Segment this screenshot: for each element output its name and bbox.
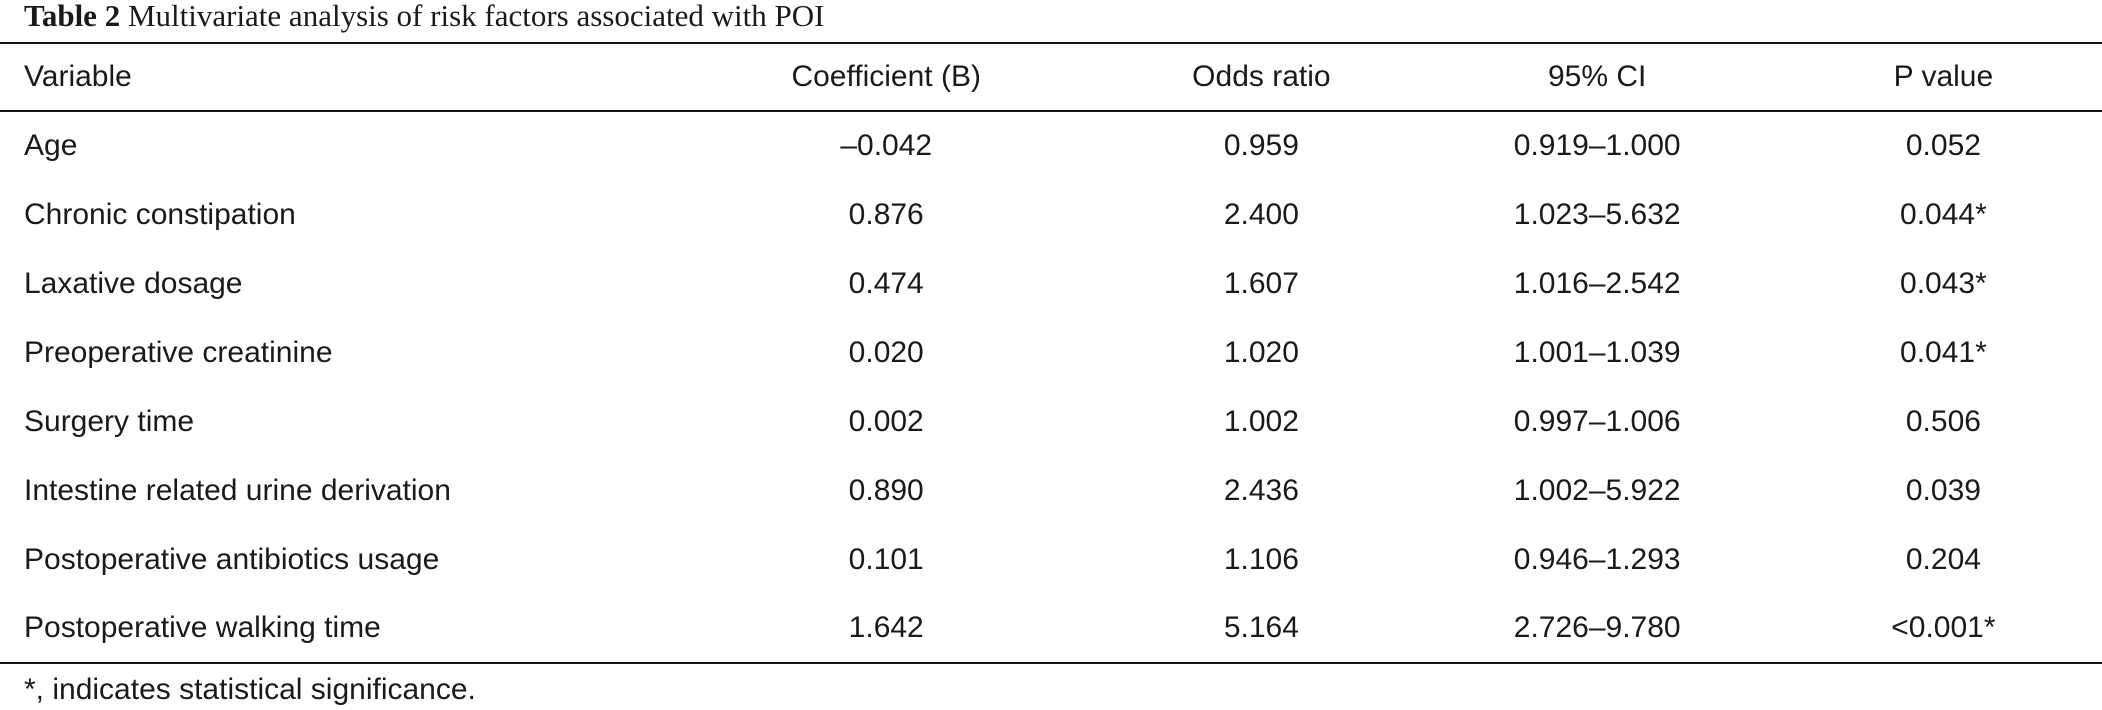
cell-coefficient: 0.101 — [848, 542, 924, 576]
cell-ci: 1.023–5.632 — [1513, 197, 1681, 231]
table-header-row: Variable Coefficient (B) Odds ratio 95% … — [0, 43, 2102, 111]
column-header-variable: Variable — [24, 60, 132, 93]
cell-odds-ratio: 1.607 — [1223, 266, 1299, 300]
table-row: Laxative dosage 0.474 1.607 1.016–2.542 … — [0, 249, 2102, 318]
table-caption-text: Multivariate analysis of risk factors as… — [127, 0, 825, 33]
cell-coefficient: –0.042 — [840, 129, 933, 162]
table-header: Variable Coefficient (B) Odds ratio 95% … — [0, 43, 2102, 111]
cell-odds-ratio: 0.959 — [1223, 129, 1299, 162]
cell-ci: 1.016–2.542 — [1513, 266, 1681, 300]
table-row: Intestine related urine derivation 0.890… — [0, 456, 2102, 525]
cell-p-value: 0.044* — [1900, 197, 1987, 231]
cell-variable: Postoperative antibiotics usage — [24, 542, 440, 576]
cell-coefficient: 0.876 — [848, 197, 924, 231]
table-row: Preoperative creatinine 0.020 1.020 1.00… — [0, 318, 2102, 387]
cell-variable: Intestine related urine derivation — [24, 473, 451, 507]
cell-p-value: 0.039 — [1905, 473, 1981, 507]
cell-odds-ratio: 5.164 — [1223, 611, 1299, 644]
cell-ci: 0.997–1.006 — [1513, 404, 1681, 438]
cell-p-value: 0.204 — [1905, 542, 1981, 576]
cell-ci: 2.726–9.780 — [1513, 611, 1681, 644]
cell-p-value: 0.506 — [1905, 404, 1981, 438]
cell-ci: 1.001–1.039 — [1513, 335, 1681, 369]
cell-variable: Laxative dosage — [24, 266, 243, 300]
cell-p-value: 0.052 — [1905, 129, 1981, 162]
cell-coefficient: 0.474 — [848, 266, 924, 300]
table-caption: Table 2 Multivariate analysis of risk fa… — [24, 0, 824, 40]
cell-p-value: 0.041* — [1900, 335, 1987, 369]
table-row: Chronic constipation 0.876 2.400 1.023–5… — [0, 180, 2102, 249]
column-header-ci: 95% CI — [1548, 60, 1647, 93]
column-header-coefficient: Coefficient (B) — [791, 60, 981, 93]
cell-variable: Preoperative creatinine — [24, 335, 333, 369]
table-caption-label: Table 2 — [24, 0, 121, 33]
table-row: Postoperative antibiotics usage 0.101 1.… — [0, 525, 2102, 594]
table-row: Surgery time 0.002 1.002 0.997–1.006 0.5… — [0, 387, 2102, 456]
cell-odds-ratio: 1.020 — [1223, 335, 1299, 369]
table-body: Age –0.042 0.959 0.919–1.000 0.052 Chron… — [0, 111, 2102, 663]
cell-variable: Postoperative walking time — [24, 611, 381, 644]
cell-ci: 0.946–1.293 — [1513, 542, 1681, 576]
cell-coefficient: 0.890 — [848, 473, 924, 507]
cell-coefficient: 0.002 — [848, 404, 924, 438]
cell-odds-ratio: 2.400 — [1223, 197, 1299, 231]
cell-variable: Surgery time — [24, 404, 195, 438]
risk-factors-table: Variable Coefficient (B) Odds ratio 95% … — [0, 42, 2102, 664]
table-footnote: *, indicates statistical significance. — [24, 673, 476, 706]
cell-odds-ratio: 1.002 — [1223, 404, 1299, 438]
cell-coefficient: 1.642 — [848, 611, 924, 644]
column-header-odds-ratio: Odds ratio — [1192, 60, 1331, 93]
cell-ci: 1.002–5.922 — [1513, 473, 1681, 507]
column-header-p-value: P value — [1893, 60, 1994, 93]
cell-odds-ratio: 1.106 — [1223, 542, 1299, 576]
table-row: Postoperative walking time 1.642 5.164 2… — [0, 594, 2102, 663]
table-row: Age –0.042 0.959 0.919–1.000 0.052 — [0, 111, 2102, 180]
cell-p-value: <0.001* — [1891, 611, 1996, 644]
cell-variable: Chronic constipation — [24, 197, 296, 231]
cell-odds-ratio: 2.436 — [1223, 473, 1299, 507]
cell-variable: Age — [24, 129, 78, 162]
cell-ci: 0.919–1.000 — [1513, 129, 1681, 162]
cell-p-value: 0.043* — [1900, 266, 1987, 300]
cell-coefficient: 0.020 — [848, 335, 924, 369]
